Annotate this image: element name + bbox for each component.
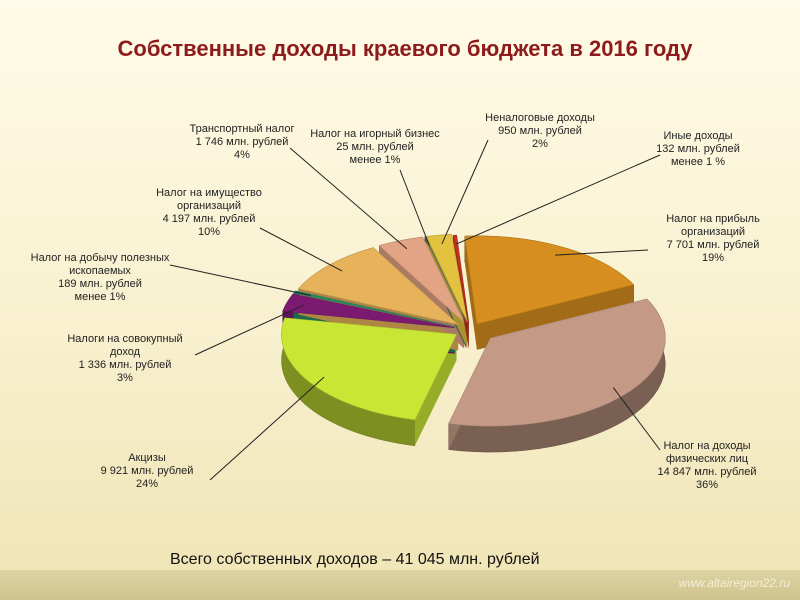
leader-line (209, 376, 325, 481)
slice (448, 298, 666, 427)
slice-label: Неналоговые доходы 950 млн. рублей 2% (472, 112, 608, 151)
value-label: 4 197 млн. рублей (162, 213, 256, 225)
slice-name: Налог на игорный бизнес (310, 128, 440, 140)
leader-line (289, 147, 408, 250)
value-label: 189 млн. рублей (58, 278, 142, 290)
value-label: 1 336 млн. рублей (78, 359, 172, 371)
slice-name: Налог на имущество организаций (156, 187, 262, 212)
slice-name: Налог на прибыль организаций (666, 213, 760, 238)
share-label: 4% (234, 149, 250, 161)
slice-label: Налог на имущество организаций 4 197 млн.… (150, 187, 268, 239)
slice-name: Транспортный налог (189, 123, 295, 135)
slice-label: Акцизы 9 921 млн. рублей 24% (88, 452, 206, 491)
leader-line (555, 249, 649, 256)
leader-line (399, 169, 430, 246)
share-label: 24% (135, 478, 159, 490)
slice-face (464, 236, 634, 350)
value-label: 14 847 млн. рублей (657, 466, 757, 478)
share-label: менее 1% (74, 291, 126, 303)
value-label: 1 746 млн. рублей (195, 136, 289, 148)
leader-line (259, 227, 343, 272)
leader-line (169, 264, 311, 296)
slice (464, 235, 635, 325)
slice-label: Налог на доходы физических лиц 14 847 млн… (652, 440, 762, 492)
slice-label: Налог на игорный бизнес 25 млн. рублей мен… (300, 128, 450, 167)
watermark: www.altairegion22.ru (678, 576, 790, 590)
value-label: 950 млн. рублей (498, 125, 582, 137)
value-label: 25 млн. рублей (336, 141, 414, 153)
leader-line (194, 304, 304, 356)
slice-name: Налог на доходы физических лиц (663, 440, 751, 465)
slice-name: Налоги на совокупный доход (67, 333, 183, 358)
slice-label: Транспортный налог 1 746 млн. рублей 4% (182, 123, 302, 162)
slice-label: Налог на прибыль организаций 7 701 млн. р… (648, 213, 778, 265)
slice (452, 234, 470, 324)
leader-line (441, 139, 489, 245)
share-label: 36% (695, 479, 719, 491)
slice (282, 293, 455, 329)
share-label: 19% (701, 252, 725, 264)
footer: Всего собственных доходов – 41 045 млн. … (170, 551, 540, 568)
share-label: 3% (117, 372, 133, 384)
leader-line (612, 387, 661, 451)
value-label: 9 921 млн. рублей (100, 465, 194, 477)
share-label: 10% (197, 226, 221, 238)
bottom-band (0, 570, 800, 600)
slice-name: Неналоговые доходы (485, 112, 595, 124)
value-label: 132 млн. рублей (656, 143, 740, 155)
slice-label: Налог на добычу полезных ископаемых 189 м… (20, 252, 180, 304)
slice-label: Иные доходы 132 млн. рублей менее 1 % (640, 130, 756, 169)
slice-name: Налог на добычу полезных ископаемых (30, 252, 170, 277)
chart-title: Собственные доходы краевого бюджета в 20… (117, 36, 693, 61)
share-label: менее 1% (349, 154, 401, 166)
slice (297, 247, 460, 326)
leader-line (456, 154, 661, 245)
slice-name: Иные доходы (663, 130, 733, 142)
slice-label: Налоги на совокупный доход 1 336 млн. руб… (60, 333, 190, 385)
slice-face (298, 247, 459, 351)
slice (281, 317, 457, 421)
value-label: 7 701 млн. рублей (666, 239, 760, 251)
share-label: 2% (532, 138, 548, 150)
slice (378, 236, 465, 323)
slice-name: Акцизы (128, 452, 166, 464)
slice (426, 234, 468, 323)
share-label: менее 1 % (670, 156, 725, 168)
